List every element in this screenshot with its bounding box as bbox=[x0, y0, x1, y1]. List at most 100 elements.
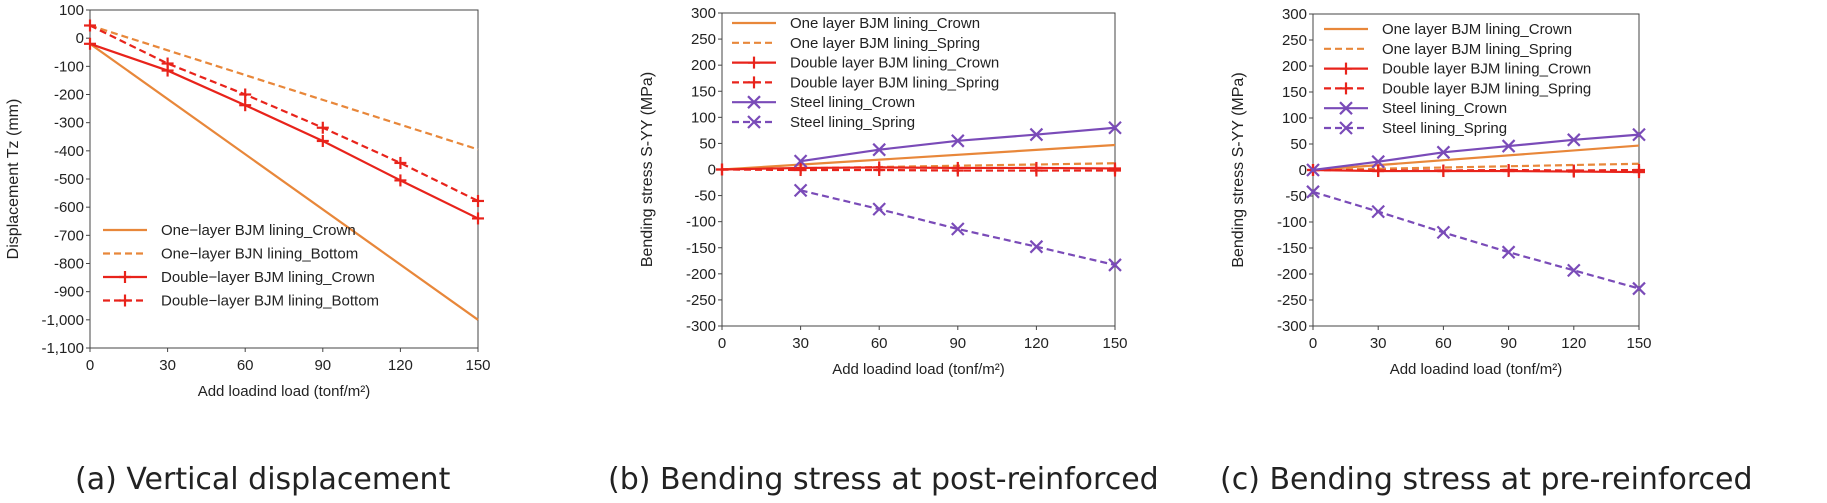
x-axis-label: Add loadind load (tonf/m²) bbox=[198, 383, 371, 400]
chart-panel-vertical-displacement: 100 0 -100 -200 -300 -400 -500 -600 -700 -800 -900… bbox=[0, 0, 600, 503]
series-line bbox=[1312, 190, 1640, 290]
x-marker bbox=[1567, 263, 1581, 278]
bending-stress-pre-chart: 300250200150100500-50-100-150-200-250-30… bbox=[1230, 6, 1652, 378]
y-tick-label: -150 bbox=[686, 240, 716, 257]
x-tick-label: 120 bbox=[1024, 335, 1049, 352]
legend-label: One layer BJM lining_Spring bbox=[790, 35, 980, 52]
series-group bbox=[1312, 144, 1640, 172]
legend-label: Double layer BJM lining_Crown bbox=[790, 55, 999, 72]
y-axis-label: Displacement Tz (mm) bbox=[5, 99, 22, 260]
series-line bbox=[89, 42, 479, 321]
x-marker bbox=[872, 202, 886, 216]
x-tick-label: 60 bbox=[871, 335, 888, 352]
bending-stress-post-chart: 300250200150100500-50-100-150-200-250-30… bbox=[639, 5, 1128, 378]
x-tick-label: 0 bbox=[718, 335, 726, 352]
series-group bbox=[89, 24, 479, 151]
legend-label: One layer BJM lining_Crown bbox=[790, 15, 980, 32]
legend-label: Double layer BJM lining_Spring bbox=[1382, 80, 1591, 97]
series-line bbox=[1312, 144, 1640, 172]
series-group bbox=[1306, 185, 1646, 296]
y-tick-label: 150 bbox=[1282, 84, 1307, 101]
x-marker bbox=[951, 134, 965, 148]
x-tick-label: 90 bbox=[1500, 335, 1517, 352]
y-tick-label: 100 bbox=[1282, 110, 1307, 127]
legend-label: Double−layer BJM lining_Bottom bbox=[161, 293, 379, 310]
series-line bbox=[721, 168, 1115, 172]
legend-label: One layer BJM lining_Crown bbox=[1382, 21, 1572, 38]
x-marker bbox=[1567, 133, 1581, 147]
x-marker bbox=[1632, 281, 1646, 296]
x-tick-label: 150 bbox=[465, 357, 490, 374]
y-tick-label: -800 bbox=[54, 256, 84, 273]
series-line bbox=[89, 24, 479, 151]
y-tick-label: -200 bbox=[1277, 266, 1307, 283]
x-marker bbox=[1029, 239, 1044, 254]
x-marker bbox=[1339, 121, 1353, 135]
x-marker bbox=[1501, 139, 1516, 153]
series-group bbox=[721, 143, 1116, 171]
y-tick-label: 100 bbox=[59, 2, 84, 19]
x-marker bbox=[872, 142, 886, 157]
x-marker bbox=[1501, 245, 1516, 259]
series-group bbox=[84, 37, 484, 225]
legend-label: One layer BJM lining_Spring bbox=[1382, 41, 1572, 58]
chart-panel-post-reinforced: 300 250 200 150 100 50 0 -50 -100 -150 -200 -250 -30… bbox=[600, 0, 1212, 503]
x-marker bbox=[1108, 120, 1122, 135]
y-tick-label: -300 bbox=[686, 318, 716, 335]
series-line bbox=[89, 42, 479, 220]
y-tick-label: 300 bbox=[691, 5, 716, 22]
y-tick-label: -200 bbox=[686, 266, 716, 283]
y-tick-label: 250 bbox=[1282, 32, 1307, 49]
x-marker bbox=[747, 115, 761, 129]
legend-label: Steel lining_Crown bbox=[790, 94, 915, 111]
series-group bbox=[716, 163, 1121, 177]
y-tick-label: -300 bbox=[1277, 318, 1307, 335]
y-tick-label: -500 bbox=[54, 171, 84, 188]
x-tick-label: 150 bbox=[1102, 335, 1127, 352]
y-tick-label: 200 bbox=[1282, 58, 1307, 75]
y-tick-label: -400 bbox=[54, 143, 84, 160]
x-tick-label: 90 bbox=[949, 335, 966, 352]
legend-label: One−layer BJN lining_Bottom bbox=[161, 246, 358, 263]
y-tick-label: -600 bbox=[54, 199, 84, 216]
x-marker bbox=[1436, 225, 1451, 240]
series-line bbox=[1312, 168, 1640, 174]
legend-label: Steel lining_Spring bbox=[1382, 120, 1507, 137]
y-tick-label: 300 bbox=[1282, 6, 1307, 23]
y-tick-label: -50 bbox=[694, 188, 716, 205]
x-tick-label: 120 bbox=[1561, 335, 1586, 352]
y-tick-label: -900 bbox=[54, 284, 84, 301]
y-tick-label: 100 bbox=[691, 109, 716, 126]
x-tick-label: 30 bbox=[792, 335, 809, 352]
y-tick-label: 0 bbox=[76, 30, 84, 47]
x-marker bbox=[951, 222, 965, 236]
x-tick-label: 60 bbox=[237, 357, 254, 374]
y-tick-label: -700 bbox=[54, 227, 84, 244]
y-tick-label: 50 bbox=[1290, 136, 1307, 153]
y-tick-label: -100 bbox=[54, 58, 84, 75]
series-group bbox=[84, 19, 484, 207]
x-marker bbox=[1339, 101, 1353, 115]
series-group bbox=[716, 161, 1121, 176]
series-line bbox=[1312, 133, 1640, 172]
y-tick-label: -100 bbox=[1277, 214, 1307, 231]
series-line bbox=[800, 189, 1116, 267]
x-marker bbox=[1632, 127, 1646, 142]
y-tick-label: 250 bbox=[691, 31, 716, 48]
y-axis-label: Bending stress S-YY (MPa) bbox=[1230, 72, 1247, 267]
x-marker bbox=[1029, 127, 1044, 142]
x-marker bbox=[793, 154, 808, 168]
x-axis-label: Add loadind load (tonf/m²) bbox=[832, 361, 1005, 378]
legend-label: Double layer BJM lining_Spring bbox=[790, 74, 999, 91]
legend: One−layer BJM lining_Crown One−layer BJN … bbox=[103, 222, 379, 310]
y-tick-label: -250 bbox=[1277, 292, 1307, 309]
chart-caption: (c) Bending stress at pre-reinforced bbox=[1220, 462, 1753, 497]
series-line bbox=[800, 126, 1116, 163]
legend: One layer BJM lining_Crown One layer BJM … bbox=[1324, 21, 1591, 137]
y-tick-label: -300 bbox=[54, 115, 84, 132]
x-tick-label: 90 bbox=[314, 357, 331, 374]
y-tick-label: -100 bbox=[686, 214, 716, 231]
y-tick-label: 50 bbox=[699, 135, 716, 152]
x-axis-label: Add loadind load (tonf/m²) bbox=[1390, 361, 1563, 378]
y-tick-label: 200 bbox=[691, 57, 716, 74]
